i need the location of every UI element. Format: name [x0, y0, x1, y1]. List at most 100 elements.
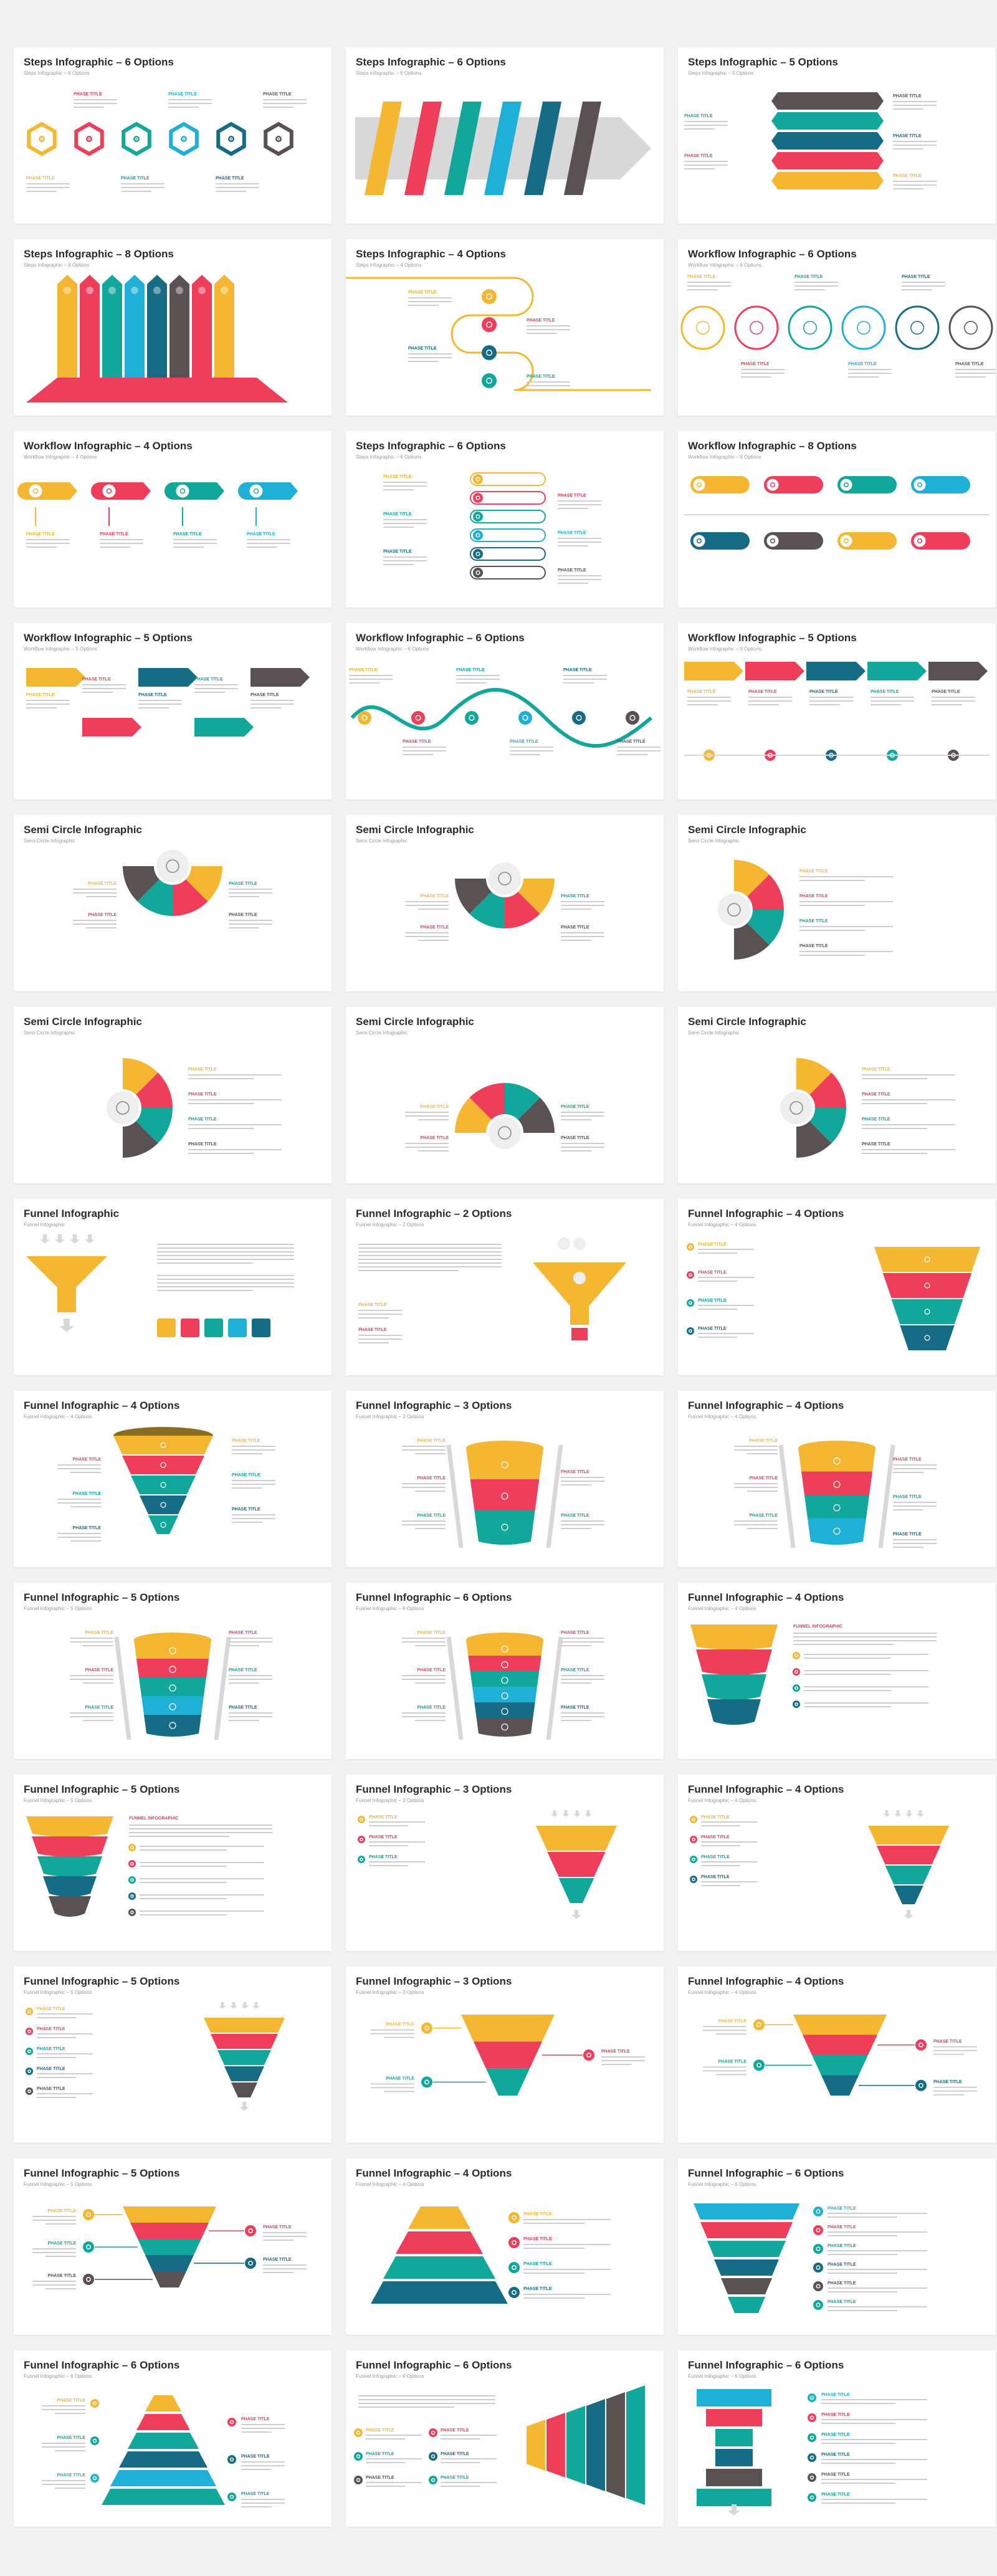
slide-thumbnail[interactable]: Funnel Infographic – 6 Options Funnel Inf… — [678, 2350, 996, 2527]
body-text-line — [561, 1638, 604, 1639]
body-text-line — [415, 1720, 446, 1721]
body-text-line — [129, 1832, 272, 1833]
body-text-line — [358, 1259, 502, 1260]
glyph-icon — [910, 321, 924, 335]
phase-title-label: PHASE TITLE — [749, 1439, 778, 1443]
icon-circle — [753, 2059, 765, 2071]
slide-thumbnail[interactable]: Funnel Infographic – 6 Options Funnel Inf… — [678, 2159, 996, 2335]
slide-thumbnail[interactable]: Funnel Infographic – 6 Options Funnel Inf… — [14, 2350, 332, 2527]
body-text-line — [26, 183, 70, 184]
slide-thumbnail[interactable]: Funnel Infographic – 4 Options Funnel Inf… — [678, 1391, 996, 1567]
phase-title-label: PHASE TITLE — [441, 2476, 469, 2480]
slide-thumbnail[interactable]: Funnel Infographic – 4 Options Funnel Inf… — [346, 2159, 664, 2335]
body-text-line — [902, 289, 932, 290]
phase-title-label: PHASE TITLE — [420, 1136, 449, 1140]
side-arrow-icon — [546, 1444, 563, 1548]
slide-thumbnail[interactable]: Funnel Infographic – 5 Options Funnel Inf… — [14, 1583, 332, 1759]
body-text-line — [523, 2219, 611, 2220]
slide-thumbnail[interactable]: Workflow Infographic – 4 Options Workflow… — [14, 431, 332, 608]
bulb-glyph — [727, 903, 741, 917]
phase-title-label: PHASE TITLE — [561, 894, 589, 899]
slide-thumbnail[interactable]: Workflow Infographic – 6 Options Workflow… — [346, 623, 664, 799]
slide-thumbnail[interactable]: Funnel Infographic – 4 Options Funnel Inf… — [678, 1775, 996, 1951]
pyramid-layer — [119, 2451, 208, 2468]
glyph-icon — [816, 2302, 821, 2307]
slide-thumbnail[interactable]: Steps Infographic – 6 Options Steps Infog… — [14, 47, 332, 224]
slide-thumbnail[interactable]: Funnel Infographic – 3 Options Funnel Inf… — [346, 1775, 664, 1951]
slide-thumbnail[interactable]: Steps Infographic – 4 Options Steps Infog… — [346, 239, 664, 416]
body-text-line — [601, 2064, 632, 2065]
slide-thumbnail[interactable]: Workflow Infographic – 8 Options Workflow… — [678, 431, 996, 608]
slide-thumbnail[interactable]: Semi Circle Infographic Semi Circle Infog… — [14, 1007, 332, 1183]
slide-thumbnail[interactable]: Steps Infographic – 8 Options Steps Infog… — [14, 239, 332, 416]
body-text-line — [70, 1506, 101, 1507]
slide-thumbnail[interactable]: Workflow Infographic – 5 Options Workflow… — [678, 623, 996, 799]
body-text-line — [405, 1112, 449, 1113]
slide-thumbnail[interactable]: Funnel Infographic – 5 Options Funnel Inf… — [14, 1967, 332, 2143]
body-text-line — [793, 1633, 937, 1634]
shield-layer — [49, 1896, 91, 1917]
body-text-line — [371, 2029, 414, 2031]
pyramid-layer — [383, 2256, 495, 2279]
slide-thumbnail[interactable]: Semi Circle Infographic Semi Circle Infog… — [346, 1007, 664, 1183]
body-text-line — [37, 2097, 76, 2098]
icon-circle — [813, 2244, 823, 2254]
slide-title: Funnel Infographic – 4 Options — [688, 1591, 844, 1603]
slide-thumbnail[interactable]: Semi Circle Infographic Semi Circle Infog… — [14, 815, 332, 991]
funnel-layer — [466, 1448, 543, 1482]
slide-subtitle: Steps Infographic – 5 Options — [688, 70, 754, 76]
shield-layer — [707, 1699, 761, 1725]
body-text-line — [157, 1262, 253, 1264]
slide-thumbnail[interactable]: Funnel Infographic – 5 Options Funnel Inf… — [14, 1775, 332, 1951]
body-text-line — [188, 1099, 282, 1100]
body-text-line — [42, 2443, 85, 2444]
infographic-art: PHASE TITLE PHASE TITLE PHASE TITLE PHASE T… — [694, 2203, 927, 2313]
funnel-layer — [224, 2066, 264, 2081]
slide-thumbnail[interactable]: Steps Infographic – 6 Options Steps Infog… — [346, 431, 664, 608]
slide-thumbnail[interactable]: Funnel Infographic – 3 Options Funnel Inf… — [346, 1967, 664, 2143]
slide-thumbnail[interactable]: Funnel Infographic – 4 Options Funnel Inf… — [678, 1967, 996, 2143]
body-text-line — [734, 1520, 778, 1522]
body-text-line — [415, 1491, 446, 1492]
side-arrow-icon — [546, 1636, 563, 1740]
body-text-line — [418, 1150, 449, 1152]
down-arrow-icon — [219, 2002, 226, 2009]
slide-thumbnail[interactable]: Semi Circle Infographic Semi Circle Infog… — [678, 1007, 996, 1183]
slide-thumbnail[interactable]: Funnel Infographic – 4 Options Funnel Inf… — [678, 1199, 996, 1375]
slide-thumbnail[interactable]: Funnel Infographic – 6 Options Funnel Inf… — [346, 2350, 664, 2527]
body-text-line — [561, 936, 604, 937]
layer-icon — [924, 1282, 930, 1289]
icon-circle — [128, 1844, 136, 1851]
phase-title-label: PHASE TITLE — [420, 1105, 449, 1109]
slide-thumbnail[interactable]: Semi Circle Infographic Semi Circle Infog… — [678, 815, 996, 991]
body-text-line — [403, 750, 446, 751]
slide-thumbnail[interactable]: Funnel Infographic – 2 Options Funnel Inf… — [346, 1199, 664, 1375]
phase-title-label: PHASE TITLE — [741, 362, 770, 366]
slide-thumbnail[interactable]: Steps Infographic – 6 Options Steps Infog… — [346, 47, 664, 224]
slide-thumbnail[interactable]: Funnel Infographic – 4 Options Funnel Inf… — [678, 1583, 996, 1759]
slide-thumbnail[interactable]: Workflow Infographic – 6 Options Workflow… — [678, 239, 996, 416]
body-text-line — [561, 932, 604, 933]
icon-circle — [808, 2453, 816, 2462]
ring-icon — [838, 533, 854, 549]
phase-title-label: PHASE TITLE — [701, 1855, 730, 1859]
slide-thumbnail[interactable]: Funnel Infographic – 6 Options Funnel Inf… — [346, 1583, 664, 1759]
body-text-line — [558, 583, 588, 584]
slide-thumbnail[interactable]: Funnel Infographic Funnel Infographic — [14, 1199, 332, 1375]
phase-title-label: PHASE TITLE — [821, 2473, 850, 2477]
body-text-line — [383, 482, 427, 483]
zigzag-arrow — [250, 668, 310, 687]
slide-thumbnail[interactable]: Funnel Infographic – 3 Options Funnel Inf… — [346, 1391, 664, 1567]
slide-thumbnail[interactable]: Workflow Infographic – 5 Options Workflow… — [14, 623, 332, 799]
body-text-line — [70, 1641, 113, 1643]
slide-thumbnail[interactable]: Semi Circle Infographic Semi Circle Infog… — [346, 815, 664, 991]
body-text-line — [862, 1149, 955, 1150]
slide-thumbnail[interactable]: Steps Infographic – 5 Options Steps Infog… — [678, 47, 996, 224]
body-text-line — [37, 2013, 93, 2015]
phase-title-label: PHASE TITLE — [349, 668, 378, 672]
slide-thumbnail[interactable]: Funnel Infographic – 5 Options Funnel Inf… — [14, 2159, 332, 2335]
slide-thumbnail[interactable]: Funnel Infographic – 4 Options Funnel Inf… — [14, 1391, 332, 1567]
center-bulb-icon — [715, 891, 753, 928]
icon-circle — [508, 2212, 520, 2223]
body-text-line — [793, 1640, 937, 1641]
